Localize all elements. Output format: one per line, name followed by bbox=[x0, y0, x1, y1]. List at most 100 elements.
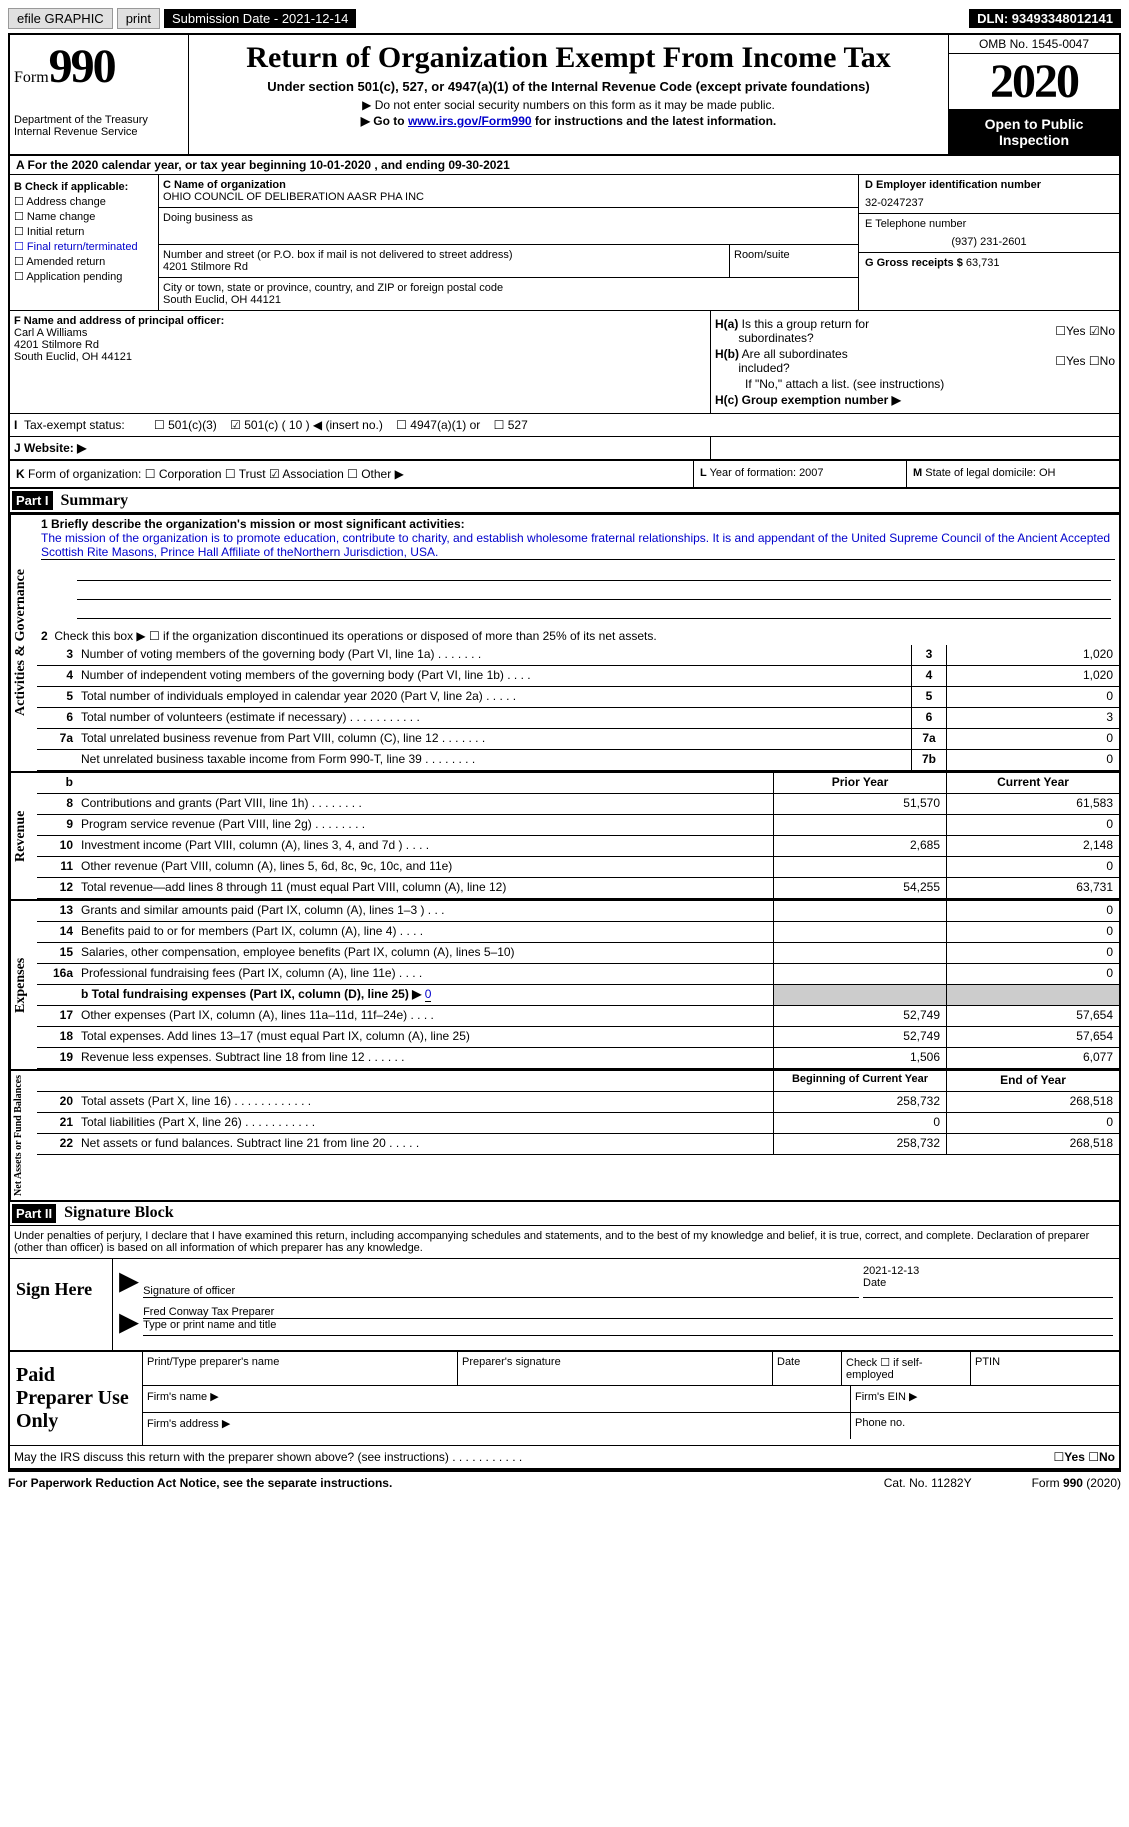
prior-val: 258,732 bbox=[773, 1134, 946, 1154]
line-box: 3 bbox=[911, 645, 946, 665]
line-desc: Total liabilities (Part X, line 26) . . … bbox=[77, 1113, 773, 1133]
line-num: 15 bbox=[37, 943, 77, 963]
col-end: End of Year bbox=[946, 1071, 1119, 1091]
submission-date: Submission Date - 2021-12-14 bbox=[164, 9, 356, 28]
phone-value: (937) 231-2601 bbox=[865, 236, 1113, 248]
hb-yes[interactable]: Yes bbox=[1066, 354, 1086, 368]
line-num: 5 bbox=[37, 687, 77, 707]
room-label: Room/suite bbox=[730, 245, 858, 277]
line-num: 7a bbox=[37, 729, 77, 749]
status-501c3[interactable]: 501(c)(3) bbox=[168, 418, 217, 432]
line-num: 9 bbox=[37, 815, 77, 835]
org-name-label: C Name of organization bbox=[163, 179, 854, 191]
line-num: 13 bbox=[37, 901, 77, 921]
line-desc: Salaries, other compensation, employee b… bbox=[77, 943, 773, 963]
part1-title: Summary bbox=[53, 492, 129, 510]
p-check-label: Check ☐ if self-employed bbox=[842, 1352, 971, 1385]
ein-label: D Employer identification number bbox=[865, 179, 1113, 191]
cb-address-change[interactable]: Address change bbox=[26, 196, 106, 208]
curr-val: 0 bbox=[946, 943, 1119, 963]
line-num: 11 bbox=[37, 857, 77, 877]
p-ptin-label: PTIN bbox=[971, 1352, 1119, 1385]
arrow-icon: ▸ bbox=[119, 1265, 139, 1298]
line-box: 7b bbox=[911, 750, 946, 770]
line-num: 12 bbox=[37, 878, 77, 898]
netassets-label: Net Assets or Fund Balances bbox=[10, 1071, 37, 1200]
line-num: 8 bbox=[37, 794, 77, 814]
cb-initial-return[interactable]: Initial return bbox=[27, 226, 84, 238]
line-desc: Number of voting members of the governin… bbox=[77, 645, 911, 665]
line-desc: Benefits paid to or for members (Part IX… bbox=[77, 922, 773, 942]
dln-field: DLN: 93493348012141 bbox=[969, 9, 1121, 28]
line-val: 0 bbox=[946, 750, 1119, 770]
line-num: 16a bbox=[37, 964, 77, 984]
prior-val bbox=[773, 922, 946, 942]
phone-label: E Telephone number bbox=[865, 218, 1113, 230]
ha-yes[interactable]: Yes bbox=[1066, 324, 1086, 338]
ha-no[interactable]: No bbox=[1100, 324, 1115, 338]
officer-addr2: South Euclid, OH 44121 bbox=[14, 351, 706, 363]
cb-name-change[interactable]: Name change bbox=[27, 211, 96, 223]
status-501c[interactable]: 501(c) ( 10 ) ◀ (insert no.) bbox=[244, 418, 383, 432]
prior-val bbox=[773, 857, 946, 877]
line-num: 14 bbox=[37, 922, 77, 942]
p-sig-label: Preparer's signature bbox=[458, 1352, 773, 1385]
cb-final-return[interactable]: Final return/terminated bbox=[27, 241, 138, 253]
checkbox-b-box: B Check if applicable: ☐ Address change … bbox=[10, 175, 159, 310]
p-ein-label: Firm's EIN ▶ bbox=[851, 1386, 1119, 1412]
status-4947[interactable]: 4947(a)(1) or bbox=[410, 418, 480, 432]
status-527[interactable]: 527 bbox=[508, 418, 528, 432]
dba-label: Doing business as bbox=[163, 212, 854, 224]
curr-val: 57,654 bbox=[946, 1027, 1119, 1047]
period-row: A For the 2020 calendar year, or tax yea… bbox=[10, 156, 1119, 175]
curr-val: 0 bbox=[946, 901, 1119, 921]
sign-here-label: Sign Here bbox=[10, 1259, 113, 1350]
title-box: Return of Organization Exempt From Incom… bbox=[189, 35, 948, 154]
line-desc: Other expenses (Part IX, column (A), lin… bbox=[77, 1006, 773, 1026]
part2-title: Signature Block bbox=[56, 1204, 174, 1222]
date-label: Date bbox=[863, 1277, 1113, 1289]
line-num: 17 bbox=[37, 1006, 77, 1026]
cb-amended[interactable]: Amended return bbox=[26, 256, 105, 268]
hb-no[interactable]: No bbox=[1100, 354, 1115, 368]
p-name-label: Print/Type preparer's name bbox=[143, 1352, 458, 1385]
print-button[interactable]: print bbox=[117, 8, 160, 29]
curr-val: 57,654 bbox=[946, 1006, 1119, 1026]
line-box: 5 bbox=[911, 687, 946, 707]
officer-name: Carl A Williams bbox=[14, 327, 706, 339]
line2-text: Check this box ▶ ☐ if the organization d… bbox=[54, 629, 656, 643]
line-desc: Revenue less expenses. Subtract line 18 … bbox=[77, 1048, 773, 1068]
state-domicile: M State of legal domicile: OH bbox=[907, 461, 1119, 487]
discuss-no[interactable]: No bbox=[1099, 1450, 1115, 1464]
inspection-label: Open to Public Inspection bbox=[949, 110, 1119, 154]
line-desc: Program service revenue (Part VIII, line… bbox=[77, 815, 773, 835]
curr-val: 61,583 bbox=[946, 794, 1119, 814]
prior-val: 51,570 bbox=[773, 794, 946, 814]
discuss-yes[interactable]: Yes bbox=[1064, 1450, 1085, 1464]
revenue-label: Revenue bbox=[10, 773, 37, 899]
org-corp[interactable]: Corporation bbox=[159, 467, 222, 481]
mission-text: The mission of the organization is to pr… bbox=[41, 531, 1115, 560]
ein-value: 32-0247237 bbox=[865, 197, 1113, 209]
sig-label: Signature of officer bbox=[143, 1285, 859, 1297]
cb-app-pending[interactable]: Application pending bbox=[26, 271, 122, 283]
curr-val: 0 bbox=[946, 857, 1119, 877]
line-desc: Net unrelated business taxable income fr… bbox=[77, 750, 911, 770]
org-assoc[interactable]: Association bbox=[282, 467, 343, 481]
part1-header: Part I bbox=[12, 491, 53, 510]
line-val: 1,020 bbox=[946, 666, 1119, 686]
officer-addr1: 4201 Stilmore Rd bbox=[14, 339, 706, 351]
line-desc: Number of independent voting members of … bbox=[77, 666, 911, 686]
line-desc: Professional fundraising fees (Part IX, … bbox=[77, 964, 773, 984]
governance-label: Activities & Governance bbox=[10, 515, 37, 771]
line-desc: Total unrelated business revenue from Pa… bbox=[77, 729, 911, 749]
curr-val: 63,731 bbox=[946, 878, 1119, 898]
efile-button[interactable]: efile GRAPHIC bbox=[8, 8, 113, 29]
col-prior: Prior Year bbox=[773, 773, 946, 793]
subtitle: Under section 501(c), 527, or 4947(a)(1)… bbox=[195, 79, 942, 94]
org-trust[interactable]: Trust bbox=[239, 467, 266, 481]
org-other[interactable]: Other ▶ bbox=[361, 467, 404, 481]
line-num: 19 bbox=[37, 1048, 77, 1068]
form990-link[interactable]: www.irs.gov/Form990 bbox=[408, 114, 532, 128]
line-num: 18 bbox=[37, 1027, 77, 1047]
